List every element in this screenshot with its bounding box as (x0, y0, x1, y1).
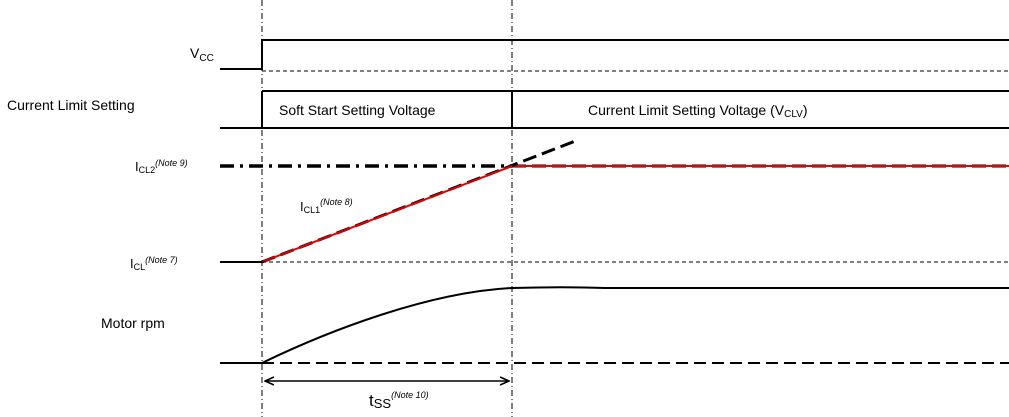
current-limit-setting-voltage-label: Current Limit Setting Voltage (VCLV) (588, 102, 808, 120)
tss-label: tSS(Note 10) (369, 390, 429, 411)
current-limit-setting-label: Current Limit Setting (7, 97, 135, 113)
icl2-label: ICL2(Note 9) (135, 158, 188, 175)
motor-rpm-curve (220, 286, 1009, 364)
vcc-label: VCC (190, 45, 214, 64)
icl-label: ICL(Note 7) (130, 255, 178, 272)
vcc-trace (220, 39, 1009, 70)
motor-rpm-label: Motor rpm (101, 315, 165, 331)
soft-start-setting-voltage-label: Soft Start Setting Voltage (279, 102, 436, 118)
icl1-label: ICL1(Note 8) (300, 197, 353, 215)
current-limit-red-ramp (261, 165, 513, 263)
